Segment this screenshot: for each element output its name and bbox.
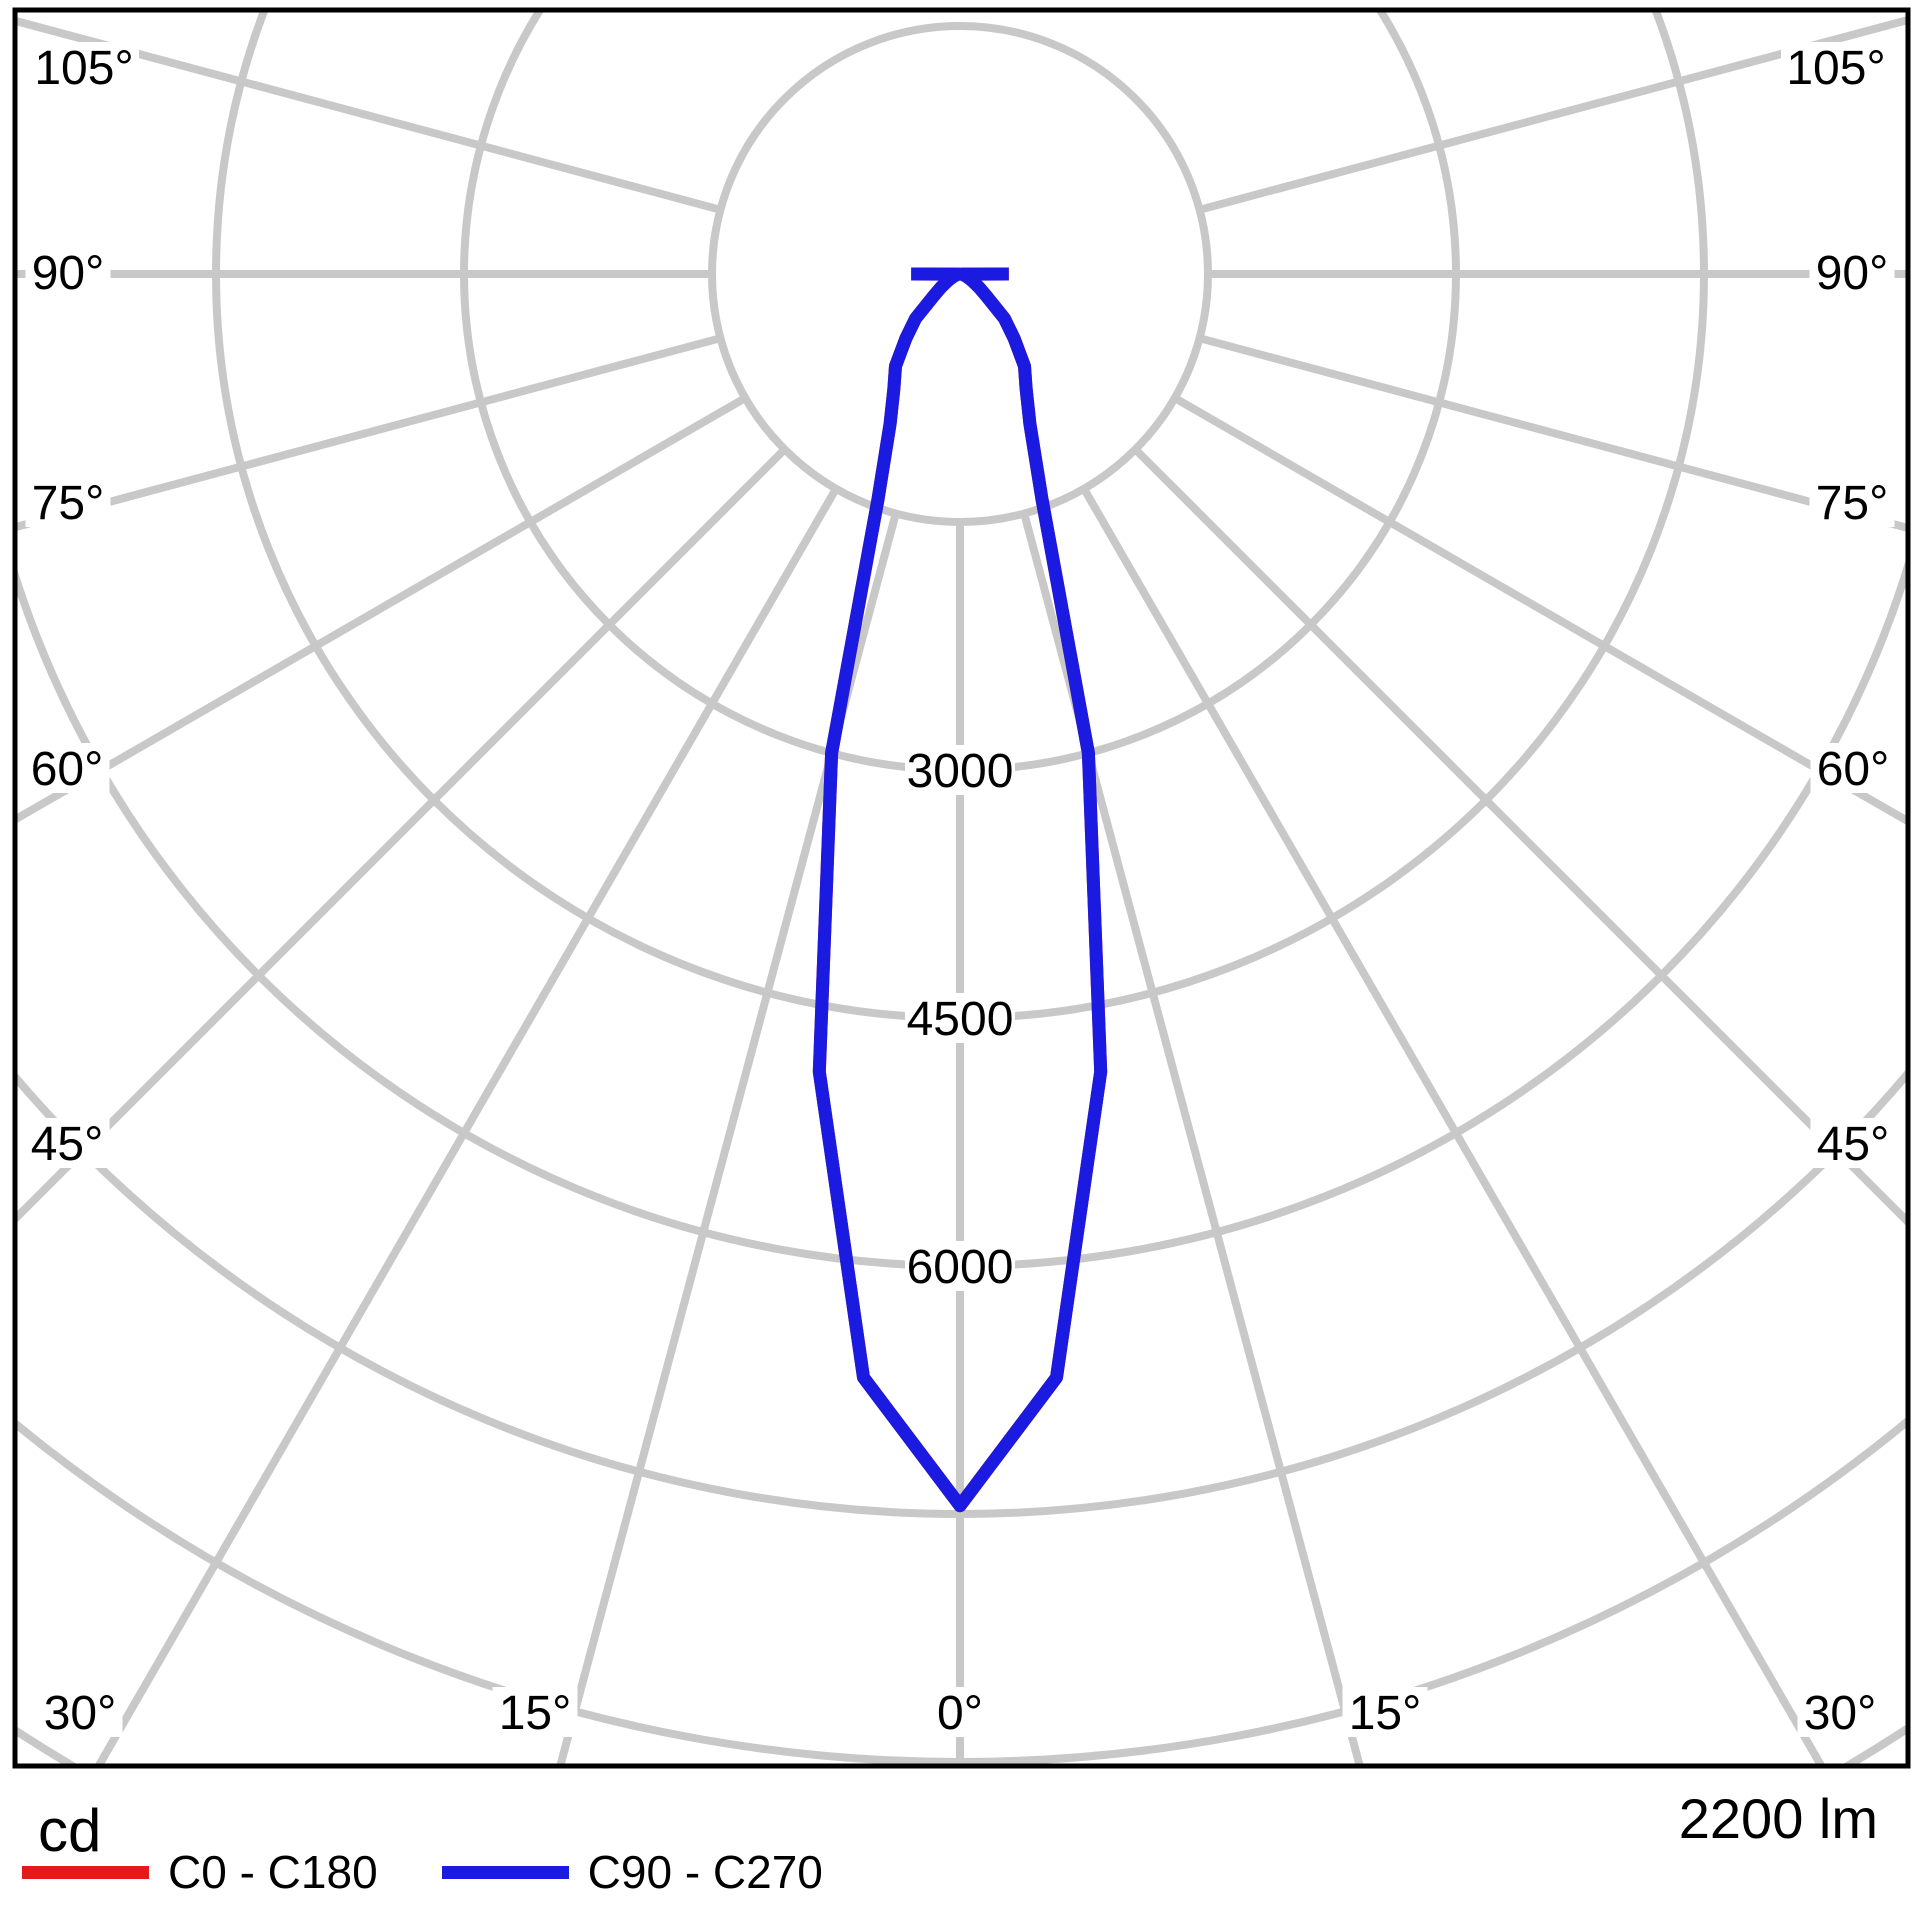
legend-swatch-c0-c180 (22, 1865, 149, 1879)
svg-text:105°: 105° (1786, 42, 1885, 95)
svg-text:15°: 15° (1349, 1687, 1422, 1740)
svg-text:45°: 45° (1817, 1118, 1890, 1171)
svg-text:30°: 30° (1804, 1687, 1877, 1740)
svg-text:105°: 105° (34, 42, 133, 95)
legend-swatch-c90-c270 (441, 1865, 569, 1879)
svg-text:75°: 75° (1816, 477, 1889, 530)
svg-text:3000: 3000 (907, 745, 1014, 798)
svg-text:15°: 15° (499, 1687, 572, 1740)
svg-text:60°: 60° (31, 743, 104, 796)
legend: C0 - C180 C90 - C270 (22, 1845, 823, 1899)
luminous-flux-label: 2200 lm (1678, 1787, 1878, 1850)
unit-label: cd (38, 1797, 102, 1864)
svg-text:4500: 4500 (907, 993, 1014, 1046)
legend-label-c0-c180: C0 - C180 (168, 1846, 378, 1898)
svg-text:45°: 45° (31, 1118, 104, 1171)
svg-text:0°: 0° (937, 1687, 983, 1740)
legend-label-c90-c270: C90 - C270 (587, 1846, 823, 1898)
svg-text:75°: 75° (32, 477, 105, 530)
svg-text:60°: 60° (1817, 743, 1890, 796)
svg-text:30°: 30° (44, 1687, 117, 1740)
svg-text:90°: 90° (1816, 247, 1889, 300)
svg-text:90°: 90° (32, 247, 105, 300)
svg-text:6000: 6000 (907, 1241, 1014, 1294)
